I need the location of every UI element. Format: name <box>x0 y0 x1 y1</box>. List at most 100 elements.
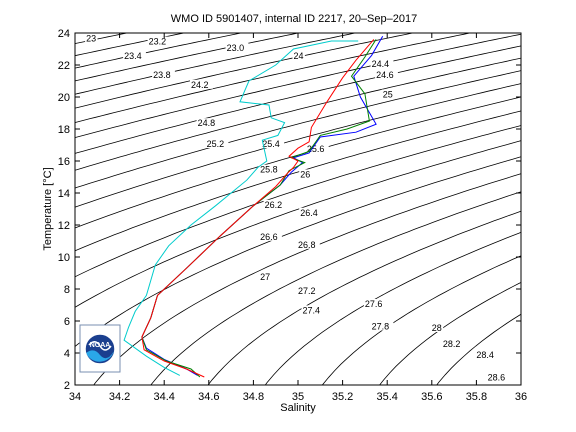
contour-label: 23 <box>86 33 96 43</box>
isopycnal-line <box>75 33 301 82</box>
contour-label: 24.6 <box>376 70 394 80</box>
contour-label: 24 <box>294 51 304 61</box>
contour-label-background <box>381 89 395 99</box>
x-tick-label: 34.2 <box>109 391 130 403</box>
contour-label-background <box>190 79 213 89</box>
isopycnal-line <box>75 33 472 123</box>
y-tick-label: 16 <box>58 156 70 168</box>
contour-label: 25.6 <box>307 144 325 154</box>
contour-label: 27 <box>260 272 270 282</box>
contour-label-background <box>259 231 282 241</box>
y-axis-label: Temperature [°C] <box>42 167 54 250</box>
contour-label-background <box>430 323 444 332</box>
contour-label-background <box>363 299 387 308</box>
isopycnal-line <box>321 255 521 385</box>
x-tick-label: 36 <box>515 391 527 403</box>
profile-line <box>141 39 375 378</box>
x-tick-label: 35.2 <box>332 391 353 403</box>
x-tick-label: 34.4 <box>153 391 174 403</box>
contour-label: 24.2 <box>191 80 209 90</box>
contour-label-background <box>263 199 287 209</box>
contour-label-background <box>152 70 175 80</box>
contour-label-background <box>297 286 320 296</box>
contour-label: 25.4 <box>262 139 280 149</box>
y-tick-label: 12 <box>58 220 70 232</box>
contour-label: 25.2 <box>207 139 225 149</box>
isopycnal-line <box>75 156 521 348</box>
contour-label: 26.6 <box>260 232 278 242</box>
isopycnal-line <box>379 281 521 385</box>
contour-label: 23.4 <box>124 51 142 61</box>
x-tick-label: 35.4 <box>376 391 397 403</box>
isopycnal-line <box>75 140 521 308</box>
contour-label-background <box>261 139 285 148</box>
contour-label-background <box>259 164 282 174</box>
density-contours <box>75 33 521 385</box>
isopycnal-line <box>75 33 358 95</box>
contour-label: 28.2 <box>443 339 461 349</box>
noaa-logo: NOAA <box>79 324 121 373</box>
x-tick-label: 35 <box>292 391 304 403</box>
isopycnal-line <box>75 33 521 139</box>
isopycnal-line <box>75 125 521 278</box>
isopycnal-line <box>150 191 521 385</box>
contour-label-background <box>225 43 249 52</box>
x-tick-label: 34.6 <box>198 391 219 403</box>
isopycnal-line <box>264 231 521 385</box>
y-tick-label: 4 <box>64 348 70 360</box>
contour-label: 26.8 <box>298 240 316 250</box>
contour-label-background <box>475 350 499 360</box>
x-axis-label: Salinity <box>280 402 316 414</box>
contour-label-background <box>205 139 229 148</box>
contour-label-background <box>147 36 171 46</box>
contour-label: 23.8 <box>153 70 171 80</box>
contour-label-background <box>305 143 329 153</box>
contour-label: 23.2 <box>149 37 167 47</box>
contour-label: 23.0 <box>227 43 245 53</box>
contour-label: 25 <box>383 89 393 99</box>
contour-label: 28.6 <box>488 373 506 383</box>
isopycnal-line <box>207 210 521 385</box>
profile-line <box>141 39 377 378</box>
y-tick-label: 22 <box>58 60 70 72</box>
contour-label-background <box>486 372 510 382</box>
contour-label: 27.4 <box>303 305 321 315</box>
contour-label: 26 <box>300 169 310 179</box>
contour-label-background <box>297 239 320 249</box>
contour-label-background <box>301 305 325 315</box>
isopycnal-line <box>75 83 521 208</box>
isopycnal-line <box>75 45 521 154</box>
noaa-logo-text: NOAA <box>90 342 111 349</box>
contour-label-background <box>370 59 394 68</box>
chart-title: WMO ID 5901407, internal ID 2217, 20–Sep… <box>171 13 417 25</box>
isopycnal-line <box>75 110 521 252</box>
contour-label: 27.6 <box>365 299 383 309</box>
isopycnal-line <box>436 313 521 385</box>
profile-line <box>123 40 359 376</box>
contour-label: 25.8 <box>260 165 278 175</box>
contour-label-background <box>292 51 305 60</box>
y-tick-label: 6 <box>64 316 70 328</box>
contour-label: 28 <box>432 323 442 333</box>
x-axis: 34 34.2 34.4 34.6 34.8 35 35.2 35.4 35.6 35.8 36 <box>69 33 527 403</box>
contour-label: 24.4 <box>372 59 390 69</box>
contour-label-background <box>196 118 220 128</box>
contour-label: 28.4 <box>476 350 494 360</box>
contour-label-background <box>123 51 146 60</box>
isopycnal-line <box>93 173 521 385</box>
x-tick-label: 35.6 <box>421 391 442 403</box>
contour-label-background <box>375 70 398 80</box>
isopycnal-line <box>75 57 521 171</box>
contour-label-background <box>441 339 465 348</box>
density-contour-labels: 23 23.2 23.4 23.0 24 23.8 24.2 24.424.6 25 24.8 25… <box>85 33 510 383</box>
contour-label: 24.8 <box>198 118 216 128</box>
contour-label: 26.4 <box>300 208 318 218</box>
isopycnal-line <box>75 33 129 44</box>
x-tick-label: 34 <box>69 391 81 403</box>
y-tick-label: 24 <box>58 28 70 40</box>
y-tick-label: 20 <box>58 92 70 104</box>
y-tick-label: 8 <box>64 284 70 296</box>
contour-label-background <box>299 169 312 179</box>
